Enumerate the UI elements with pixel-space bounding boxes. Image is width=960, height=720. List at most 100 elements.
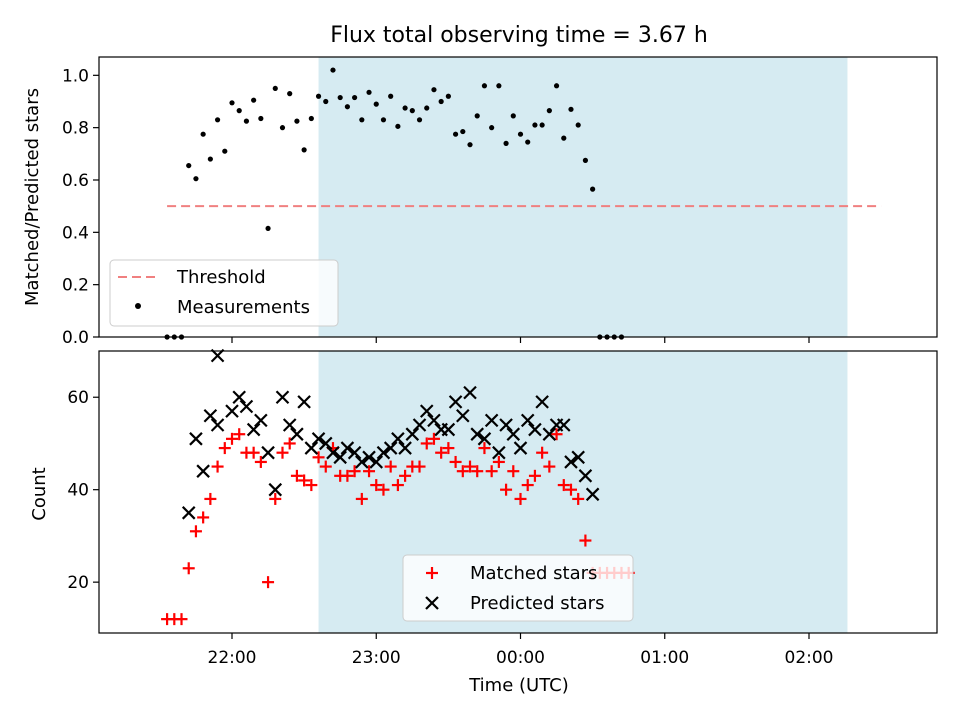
bottom-y-ticks: 20 40 60: [67, 388, 99, 593]
predicted-star-point: [254, 413, 268, 428]
predicted-star-point: [210, 348, 225, 363]
matched-star-point: [399, 469, 412, 482]
predicted-star-point: [340, 441, 355, 455]
measurement-point: [460, 128, 466, 135]
measurement-point: [265, 225, 271, 232]
predicted-star-point: [196, 464, 210, 478]
y-tick-label: 0.2: [62, 276, 89, 296]
matched-star-point: [464, 460, 477, 473]
top-points: [164, 67, 625, 340]
matched-star-point: [557, 479, 570, 492]
top-y-ticks: 0.0 0.2 0.4 0.6 0.8 1.0: [62, 66, 99, 348]
predicted-star-point: [318, 436, 333, 451]
predicted-star-point: [528, 422, 542, 437]
x-tick-label: 22:00: [208, 648, 257, 668]
measurement-point: [352, 94, 358, 101]
predicted-star-point: [463, 385, 477, 400]
matched-star-point: [182, 562, 195, 575]
y-tick-label: 0.6: [62, 171, 89, 191]
matched-star-point: [536, 446, 549, 459]
measurement-point: [402, 105, 408, 111]
predicted-star-point: [398, 441, 412, 455]
measurement-point: [388, 93, 394, 99]
measurement-point: [409, 108, 415, 114]
measurement-point: [344, 104, 350, 110]
y-tick-label: 0.0: [62, 328, 89, 348]
measurement-point: [243, 118, 250, 124]
measurement-point: [323, 98, 329, 105]
measurement-point: [308, 115, 314, 122]
x-axis-label: Time (UTC): [468, 675, 569, 696]
predicted-star-point: [520, 413, 535, 428]
y-tick-label: 40: [67, 481, 89, 501]
matched-star-point: [427, 432, 440, 445]
measurement-point: [568, 106, 574, 112]
top-x-ticks: [231, 337, 810, 343]
predicted-star-point: [506, 427, 521, 441]
matched-star-point: [435, 446, 448, 459]
matched-star-point: [233, 428, 246, 441]
matched-star-point: [478, 442, 491, 455]
matched-star-point: [543, 460, 556, 473]
bottom-panel: 20 40 60 22:00 23:00 00:00 01:00 02:00 Count T…: [29, 348, 938, 696]
matched-star-point: [485, 465, 498, 478]
measurement-point: [258, 115, 264, 122]
predicted-star-point: [383, 441, 398, 455]
measurement-point: [200, 131, 206, 137]
measurement-point: [438, 98, 444, 105]
top-y-axis-label: Matched/Predicted stars: [22, 88, 43, 306]
predicted-star-point: [275, 390, 290, 405]
matched-star-point: [247, 446, 260, 459]
matched-star-point: [500, 483, 513, 496]
matched-star-point: [204, 492, 217, 505]
predicted-star-point: [189, 432, 203, 446]
measurement-point: [301, 147, 307, 153]
legend-measurements-swatch: [135, 303, 141, 309]
predicted-star-point: [282, 418, 297, 432]
matched-star-point: [348, 465, 361, 478]
legend-matched-label: Matched stars: [470, 563, 597, 584]
measurement-point: [503, 140, 509, 146]
measurement-point: [517, 131, 524, 137]
measurement-point: [575, 122, 581, 128]
matched-star-point: [355, 492, 368, 505]
matched-star-point: [283, 437, 296, 450]
predicted-star-point: [448, 395, 463, 409]
legend-predicted-swatch: [425, 596, 439, 610]
x-tick-label: 01:00: [640, 648, 689, 668]
measurement-point: [222, 148, 228, 154]
measurement-point: [366, 89, 372, 95]
predicted-star-point: [564, 455, 578, 469]
matched-star-point: [319, 460, 332, 473]
top-observing-window: [318, 57, 848, 337]
x-tick-label: 23:00: [352, 648, 401, 668]
measurement-point: [337, 94, 343, 101]
matched-star-point: [276, 446, 289, 459]
predicted-star-point: [556, 418, 571, 432]
measurement-point: [272, 85, 278, 92]
matched-star-point: [290, 469, 303, 482]
measurement-point: [431, 87, 437, 93]
predicted-star-point: [412, 418, 427, 432]
measurement-point: [380, 117, 387, 123]
predicted-star-point: [513, 441, 528, 455]
matched-star-point: [175, 613, 188, 626]
predicted-star-point: [261, 445, 275, 460]
predicted-star-point: [326, 445, 340, 460]
bottom-x-ticks: 22:00 23:00 00:00 01:00 02:00: [208, 633, 834, 668]
measurement-point: [207, 156, 213, 162]
predicted-star-point: [239, 399, 254, 414]
predicted-star-point: [391, 432, 405, 446]
matched-star-point: [528, 469, 541, 482]
matched-star-point: [197, 511, 210, 524]
predicted-star-point: [470, 427, 485, 441]
bottom-legend: Matched stars Predicted stars: [402, 554, 634, 622]
measurement-point: [546, 108, 552, 114]
matched-star-point: [377, 483, 390, 496]
legend-predicted-label: Predicted stars: [470, 593, 604, 614]
measurement-point: [532, 122, 538, 128]
legend-measurements-label: Measurements: [177, 297, 310, 318]
predicted-star-point: [441, 422, 456, 437]
matched-star-point: [564, 483, 577, 496]
